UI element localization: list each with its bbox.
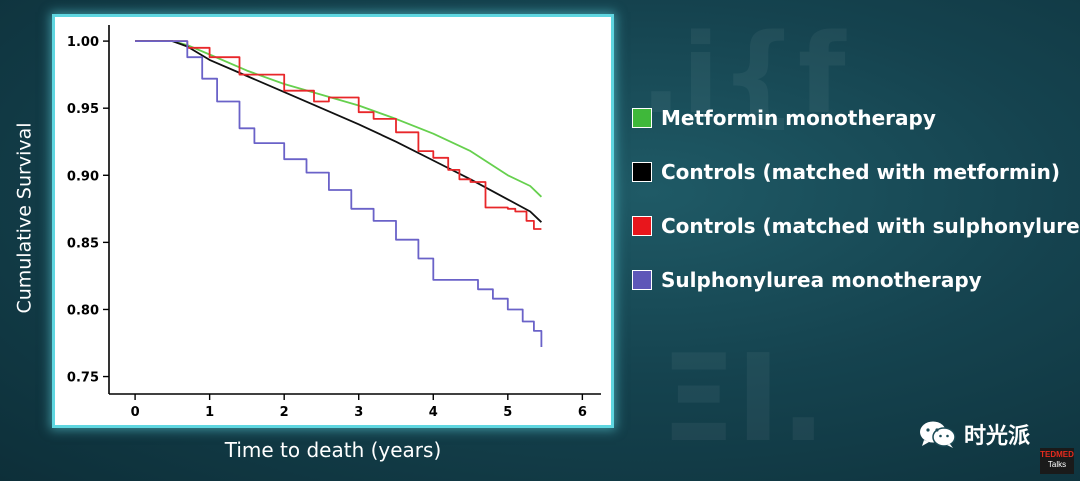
x-tick-label: 1 (205, 405, 214, 420)
series-metformin (135, 40, 543, 198)
tedmed-talks-text: Talks (1047, 460, 1067, 469)
chart-panel: 0.75 0.80 0.85 0.90 0.95 1.00 0 1 2 3 4 5 6 (52, 14, 614, 428)
legend-swatch-green (632, 108, 652, 128)
legend-label: Controls (matched with sulphonylurea) (661, 214, 1080, 238)
legend-label: Controls (matched with metformin) (661, 160, 1060, 184)
x-tick-label: 0 (131, 405, 140, 420)
x-tick-label: 2 (280, 405, 289, 420)
x-tick-label: 6 (578, 405, 587, 420)
tedmed-logo-text: TEDMED (1040, 450, 1074, 459)
wechat-icon (920, 421, 956, 448)
series-controls-metformin (135, 40, 543, 223)
y-tick-label: 0.85 (67, 236, 99, 251)
legend-label: Sulphonylurea monotherapy (661, 268, 982, 292)
series-sulphonylurea (135, 40, 543, 347)
legend: Metformin monotherapy Controls (matched … (632, 104, 1080, 320)
survival-chart: 0.75 0.80 0.85 0.90 0.95 1.00 0 1 2 3 4 5 6 (67, 25, 601, 420)
legend-item-controls-sulphonylurea: Controls (matched with sulphonylurea) (632, 212, 1080, 240)
tedmed-badge: TEDMED Talks (1040, 448, 1074, 474)
y-tick-label: 0.90 (67, 169, 99, 184)
series-controls-sulphonylurea (135, 40, 542, 230)
x-tick-label: 4 (429, 405, 438, 420)
y-tick-label: 0.95 (67, 102, 99, 117)
background-glyphs-lower: ΞI. (660, 330, 827, 469)
watermark-text: 时光派 (964, 424, 1031, 449)
x-axis-label: Time to death (years) (224, 438, 442, 462)
legend-item-metformin: Metformin monotherapy (632, 104, 1080, 132)
legend-swatch-black (632, 162, 652, 182)
y-tick-label: 0.80 (67, 303, 99, 318)
y-tick-label: 1.00 (67, 35, 99, 50)
legend-swatch-purple (632, 270, 652, 290)
legend-label: Metformin monotherapy (661, 106, 936, 130)
legend-item-controls-metformin: Controls (matched with metformin) (632, 158, 1080, 186)
x-tick-label: 3 (354, 405, 363, 420)
watermark: 时光派 (918, 418, 1030, 450)
y-axis-label: Cumulative Survival (10, 14, 40, 422)
y-axis-label-text: Cumulative Survival (14, 122, 36, 314)
x-tick-label: 5 (503, 405, 512, 420)
legend-item-sulphonylurea: Sulphonylurea monotherapy (632, 266, 1080, 294)
y-tick-label: 0.75 (67, 371, 99, 386)
legend-swatch-red (632, 216, 652, 236)
